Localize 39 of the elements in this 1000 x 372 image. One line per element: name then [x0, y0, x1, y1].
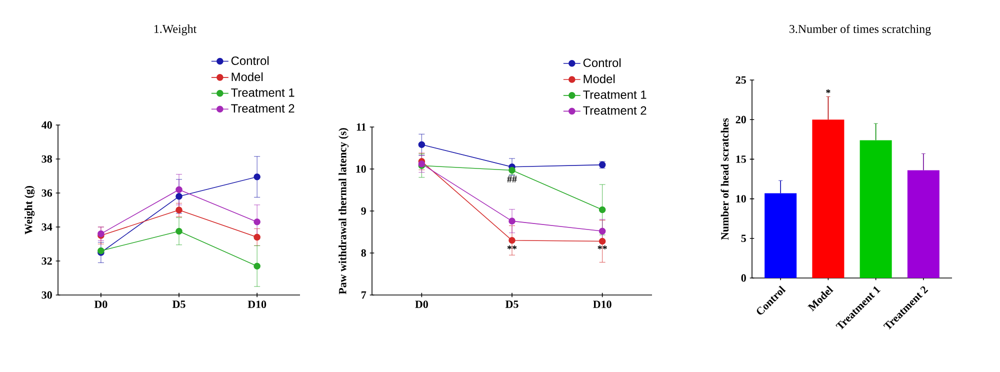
y-tick-label: 15: [736, 156, 746, 163]
y-axis-title: Weight (g): [24, 186, 35, 234]
y-tick-label: 0: [741, 274, 746, 282]
x-tick-label: D5: [506, 300, 518, 308]
y-tick-label: 9: [361, 207, 366, 215]
y-tick-label: 20: [736, 116, 746, 124]
legend-label: Control: [231, 56, 269, 65]
x-tick-label: D0: [94, 300, 108, 308]
legend-label: Treatment 1: [583, 90, 646, 99]
legend-label: Model: [232, 72, 263, 82]
y-tick-label: 40: [42, 121, 52, 129]
y-tick-label: 25: [736, 76, 746, 84]
legend-label: Control: [583, 58, 621, 68]
y-tick-label: 38: [42, 155, 52, 163]
annotation: *: [826, 89, 830, 94]
y-axis-title: Number of head scratches: [720, 118, 729, 240]
y-tick-label: 5: [741, 234, 746, 242]
y-tick-label: 34: [42, 223, 52, 231]
x-tick-label: D0: [415, 300, 428, 308]
y-tick-label: 10: [736, 195, 746, 202]
y-tick-label: 10: [356, 165, 366, 173]
legend-label: Treatment 2: [231, 104, 294, 113]
y-tick-label: 30: [42, 291, 52, 299]
annotation: ##: [507, 176, 517, 182]
y-tick-label: 8: [361, 249, 366, 257]
legend-label: Treatment 2: [583, 106, 646, 115]
x-tick-label: D5: [172, 300, 186, 308]
chart-title: 3.Number of times scratching: [790, 24, 931, 36]
annotation: **: [507, 246, 517, 250]
y-tick-label: 36: [42, 189, 52, 197]
y-axis-title: Paw withdrawal thermal latency (s): [338, 128, 349, 294]
legend-label: Treatment 1: [231, 88, 294, 97]
x-tick-label: D10: [593, 300, 612, 308]
y-tick-label: 32: [42, 257, 52, 265]
x-tick-label: D10: [248, 300, 266, 308]
legend-label: Model: [584, 74, 615, 84]
y-tick-label: 7: [362, 291, 366, 299]
chart-title: 1.Weight: [154, 24, 197, 36]
y-tick-label: 11: [356, 123, 366, 131]
